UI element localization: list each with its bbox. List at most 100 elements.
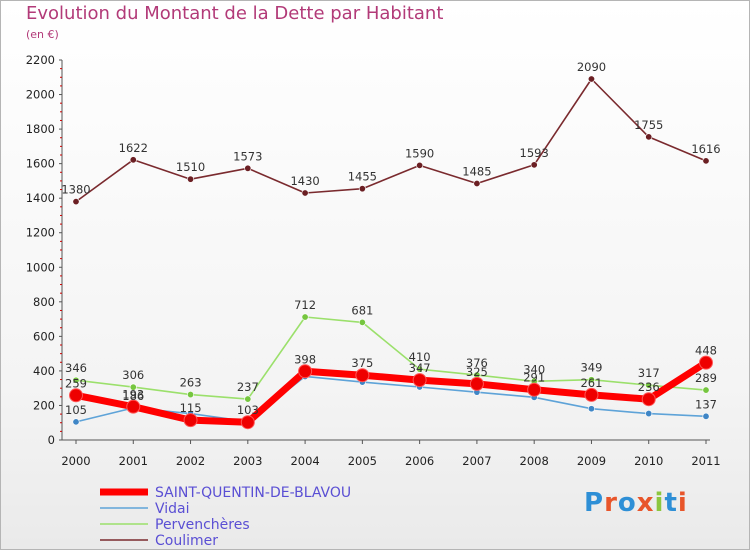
- data-point: [587, 405, 595, 413]
- data-point: [358, 185, 366, 193]
- series-coulimer: [72, 75, 710, 206]
- data-point: [527, 382, 542, 397]
- legend-label: Pervenchères: [155, 517, 250, 533]
- data-point: [187, 175, 195, 183]
- data-point: [72, 198, 80, 206]
- series-line: [75, 316, 707, 400]
- data-label: 1573: [233, 149, 262, 163]
- data-label: 1485: [462, 165, 491, 179]
- y-tick-label: 1000: [26, 260, 55, 274]
- y-tick-label: 0: [48, 433, 55, 447]
- data-point: [187, 391, 195, 399]
- data-label: 340: [523, 362, 545, 376]
- data-label: 261: [580, 376, 602, 390]
- data-label: 317: [638, 366, 660, 380]
- logo-letter: r: [604, 488, 618, 518]
- x-tick-label: 2004: [290, 454, 319, 468]
- data-label: 346: [65, 361, 87, 375]
- data-label: 2090: [577, 60, 606, 74]
- data-point: [244, 164, 252, 172]
- data-point: [702, 412, 710, 420]
- x-tick-label: 2000: [61, 454, 90, 468]
- data-label: 259: [65, 376, 87, 390]
- data-point: [72, 418, 80, 426]
- data-label: 681: [351, 303, 373, 317]
- x-tick-label: 2002: [176, 454, 205, 468]
- data-point: [358, 318, 366, 326]
- y-tick-label: 1400: [26, 191, 55, 205]
- logo-letter: i: [677, 488, 688, 518]
- data-label: 349: [580, 361, 602, 375]
- data-label: 1622: [119, 141, 148, 155]
- data-point: [473, 180, 481, 188]
- data-label: 137: [695, 397, 717, 411]
- data-label: 193: [122, 388, 144, 402]
- logo-letter: t: [664, 488, 678, 518]
- data-point: [584, 387, 599, 402]
- data-point: [587, 75, 595, 83]
- x-tick-label: 2006: [405, 454, 434, 468]
- data-label: 236: [638, 380, 660, 394]
- data-label: 410: [409, 350, 431, 364]
- x-tick-label: 2008: [520, 454, 549, 468]
- x-tick-label: 2005: [348, 454, 377, 468]
- data-point: [129, 156, 137, 164]
- data-point: [183, 413, 198, 428]
- data-point: [301, 313, 309, 321]
- data-point: [416, 365, 424, 373]
- data-point: [645, 381, 653, 389]
- data-label: 115: [180, 401, 202, 415]
- data-point: [702, 386, 710, 394]
- data-label: 712: [294, 298, 316, 312]
- data-point: [355, 368, 370, 383]
- y-tick-label: 800: [33, 295, 55, 309]
- data-point: [244, 395, 252, 403]
- data-label: 1510: [176, 160, 205, 174]
- data-label: 398: [294, 352, 316, 366]
- data-point: [530, 161, 538, 169]
- data-label: 1590: [405, 146, 434, 160]
- data-label: 289: [695, 371, 717, 385]
- logo-letter: o: [617, 488, 637, 518]
- data-point: [298, 364, 313, 379]
- data-label: 1616: [691, 142, 720, 156]
- logo-letter: x: [636, 488, 655, 518]
- y-tick-label: 400: [33, 364, 55, 378]
- x-tick-label: 2011: [691, 454, 720, 468]
- y-tick-label: 2200: [26, 53, 55, 67]
- data-point: [301, 189, 309, 197]
- series-layer: [69, 75, 713, 430]
- legend-label: Coulimer: [155, 533, 218, 549]
- data-label: 103: [237, 403, 259, 417]
- data-label: 376: [466, 356, 488, 370]
- data-point: [126, 399, 141, 414]
- data-label: 347: [409, 361, 431, 375]
- legend-label: SAINT-QUENTIN-DE-BLAVOU: [155, 485, 351, 501]
- data-point: [240, 415, 255, 430]
- series-line: [75, 375, 707, 423]
- data-label: 186: [122, 389, 144, 403]
- data-label: 237: [237, 380, 259, 394]
- data-label: 306: [122, 368, 144, 382]
- data-label: 1430: [290, 174, 319, 188]
- y-tick-label: 1600: [26, 157, 55, 171]
- chart-title: Evolution du Montant de la Dette par Hab…: [26, 3, 444, 24]
- data-label: 448: [695, 344, 717, 358]
- y-tick-label: 600: [33, 329, 55, 343]
- legend: SAINT-QUENTIN-DE-BLAVOUVidaiPervenchères…: [100, 485, 351, 549]
- series-line: [72, 359, 710, 426]
- data-label: 325: [466, 365, 488, 379]
- chart-subtitle: (en €): [26, 28, 59, 41]
- data-label: 263: [180, 376, 202, 390]
- y-tick-label: 1800: [26, 122, 55, 136]
- series-pervench-res: [72, 313, 710, 403]
- data-label: 375: [351, 356, 373, 370]
- data-point: [702, 157, 710, 165]
- data-label: 1593: [520, 146, 549, 160]
- y-tick-label: 2000: [26, 88, 55, 102]
- x-tick-label: 2010: [634, 454, 663, 468]
- data-label: 105: [65, 403, 87, 417]
- x-tick-label: 2007: [462, 454, 491, 468]
